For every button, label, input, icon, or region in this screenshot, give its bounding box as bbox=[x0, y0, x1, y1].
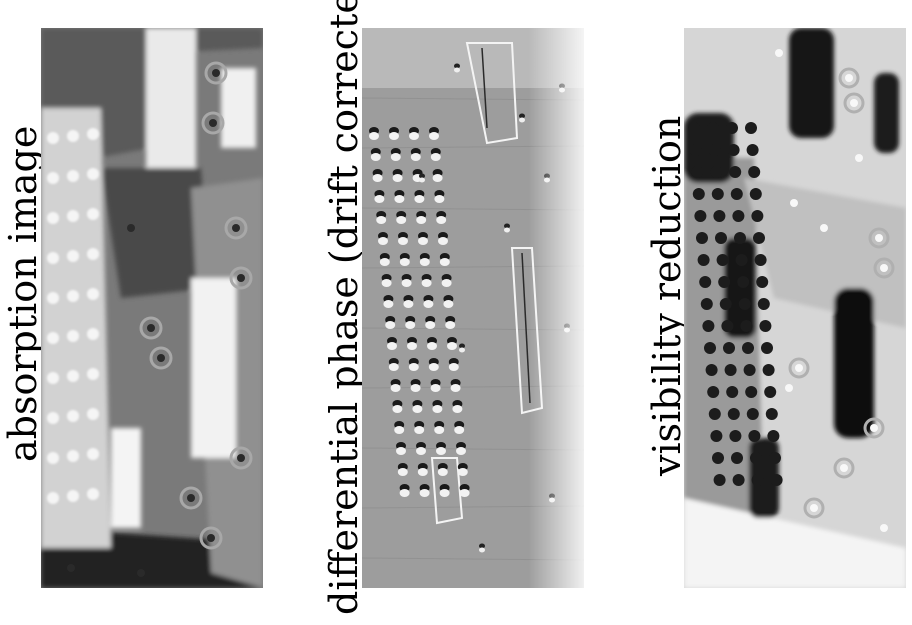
differential-phase-label: differential phase (drift corrected) bbox=[322, 0, 366, 615]
absorption-image bbox=[41, 28, 263, 588]
differential-phase-graphic bbox=[362, 28, 584, 588]
visibility-hole-array bbox=[688, 122, 783, 486]
absorption-image-graphic bbox=[41, 28, 263, 588]
absorption-image-label: absorption image bbox=[1, 125, 45, 462]
visibility-reduction-image bbox=[684, 28, 906, 588]
visibility-reduction-label: visibility reduction bbox=[645, 115, 689, 476]
visibility-reduction-graphic bbox=[684, 28, 906, 588]
differential-phase-image bbox=[362, 28, 584, 588]
